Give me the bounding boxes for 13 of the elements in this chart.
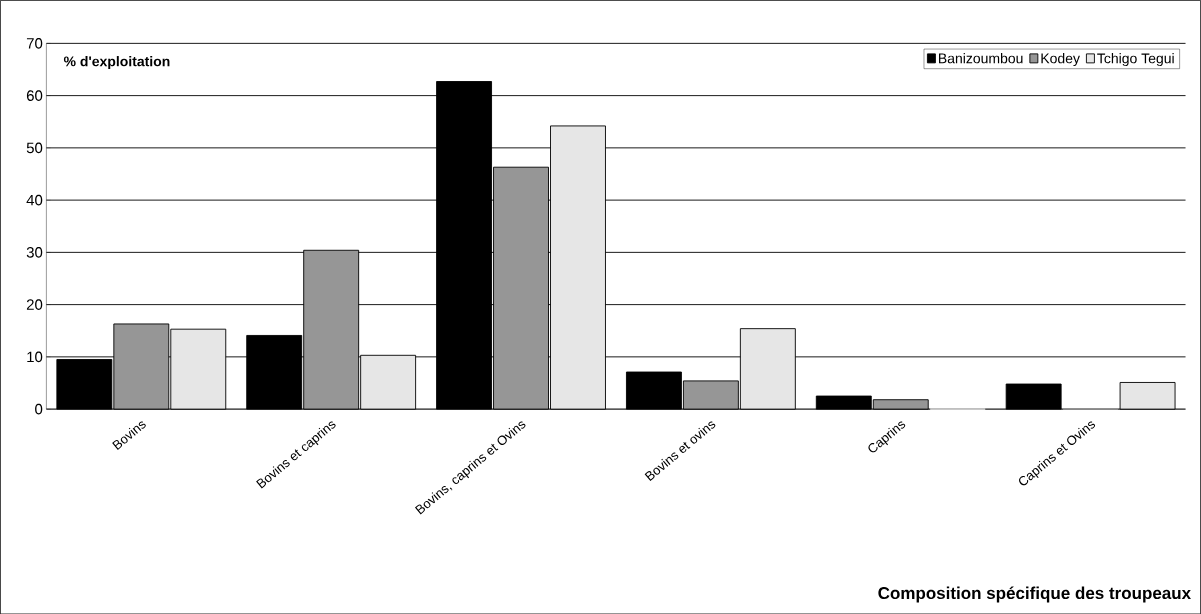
y-axis-title: % d'exploitation <box>63 55 170 69</box>
legend-label: Tchigo Tegui <box>1097 52 1174 66</box>
y-tick-label: 70 <box>26 37 43 49</box>
y-tick-label: 50 <box>26 142 43 153</box>
y-tick-label: 30 <box>26 246 43 258</box>
legend-label: Banizoumbou <box>939 52 1023 64</box>
x-axis-title: Composition spécifique des troupeaux <box>878 586 1191 603</box>
y-tick-label: 20 <box>26 299 43 310</box>
y-tick-label: 10 <box>27 351 43 362</box>
y-tick-label: 0 <box>35 403 43 415</box>
legend-label: Kodey <box>1041 52 1080 66</box>
y-tick-label: 40 <box>26 194 43 206</box>
y-tick-label: 60 <box>26 90 43 101</box>
